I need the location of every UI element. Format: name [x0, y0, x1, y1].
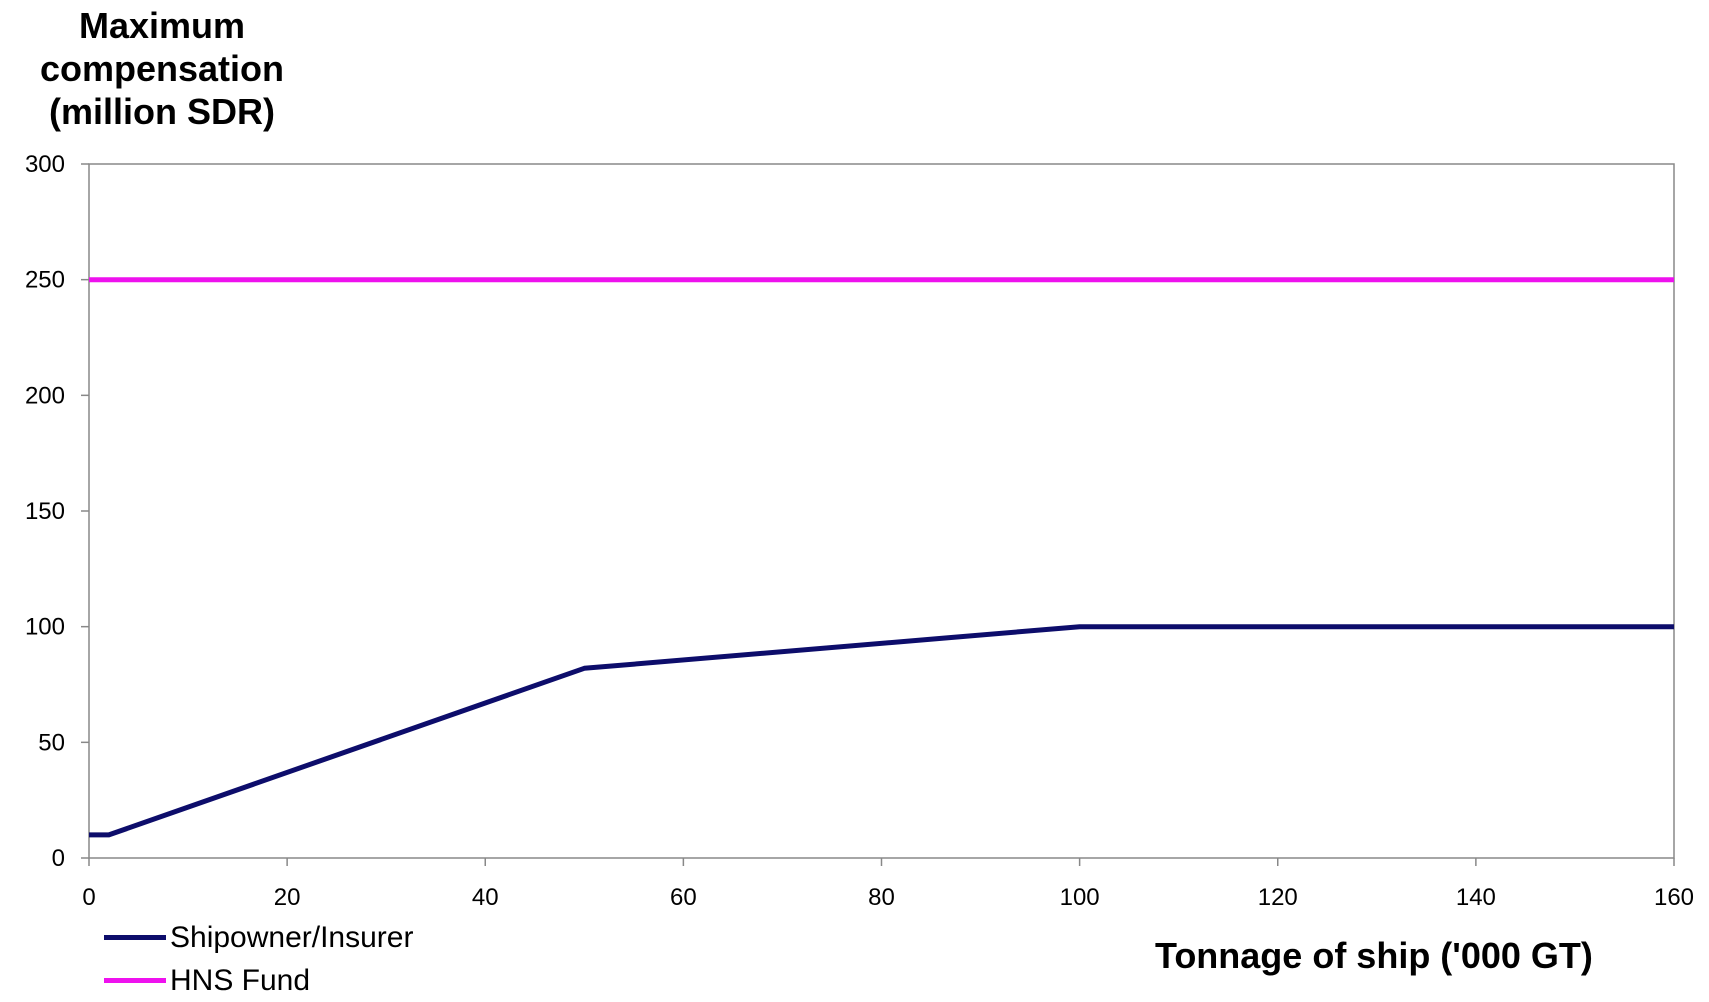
series-line-shipowner-insurer [89, 624, 1674, 838]
x-tick-label: 140 [1456, 884, 1496, 911]
x-tick-label: 0 [82, 884, 95, 911]
x-tick-label: 80 [868, 884, 895, 911]
plot-area-frame [88, 163, 1675, 859]
x-tick-label: 60 [670, 884, 697, 911]
x-tick-label: 100 [1060, 884, 1100, 911]
x-axis-title: Tonnage of ship ('000 GT) [1155, 935, 1593, 976]
y-axis-title-line-3: (million SDR) [49, 91, 275, 132]
y-tick-label: 200 [25, 382, 65, 409]
y-tick-label: 100 [25, 614, 65, 641]
y-axis-title-line-1: Maximum [78, 5, 246, 46]
legend-item-shipowner-insurer: Shipowner/Insurer [104, 916, 413, 959]
legend-swatch-hns-fund [104, 978, 166, 983]
y-tick-label: 300 [25, 151, 65, 178]
x-tick-label: 40 [472, 884, 499, 911]
legend-label-hns-fund: HNS Fund [170, 963, 311, 997]
legend: Shipowner/Insurer HNS Fund [104, 916, 413, 1002]
y-tick-label: 250 [25, 267, 65, 294]
legend-label-shipowner-insurer: Shipowner/Insurer [170, 920, 414, 954]
y-tick-label: 150 [25, 498, 65, 525]
legend-item-hns-fund: HNS Fund [104, 959, 413, 1002]
y-axis-title-line-2: compensation [39, 48, 285, 89]
y-tick-label: 50 [38, 729, 65, 756]
x-tick-label: 120 [1258, 884, 1298, 911]
y-axis-title: Maximum compensation (million SDR) [12, 4, 312, 133]
x-tick-label: 160 [1654, 884, 1694, 911]
legend-swatch-shipowner-insurer [104, 935, 166, 940]
y-tick-label: 0 [52, 845, 65, 872]
x-tick-label: 20 [274, 884, 301, 911]
